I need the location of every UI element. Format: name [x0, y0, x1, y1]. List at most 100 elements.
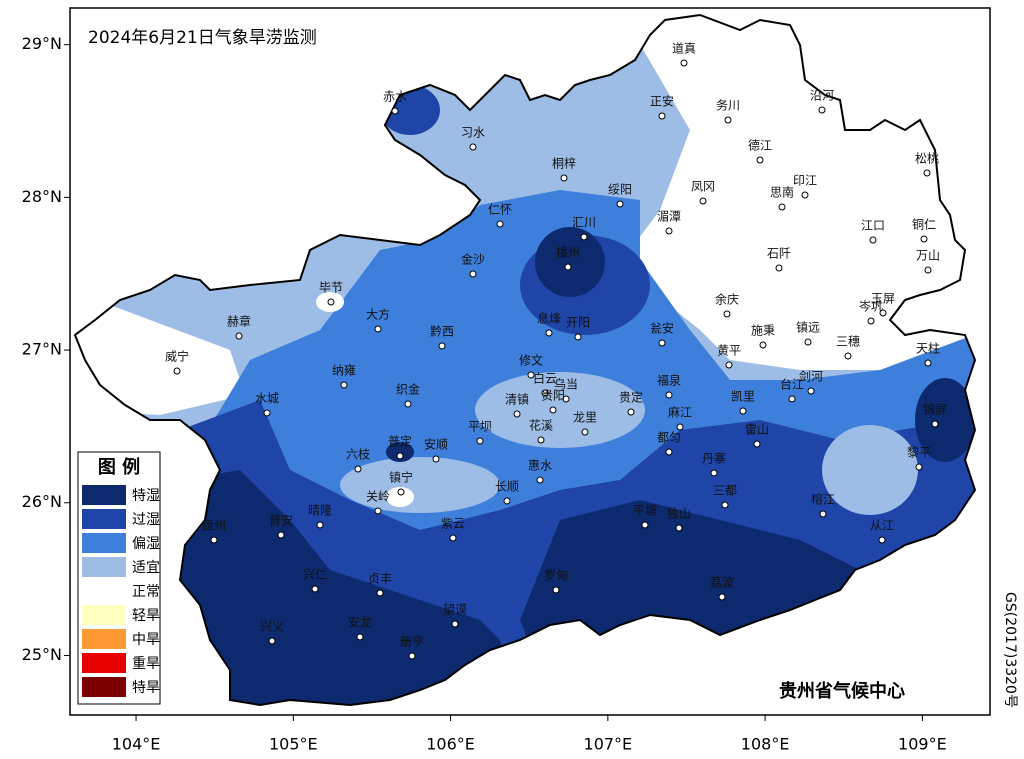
x-tick-label: 108°E [741, 735, 790, 754]
city-dot [658, 112, 666, 120]
city-dot [759, 341, 767, 349]
city-label: 仁怀 [488, 203, 512, 217]
city-label: 习水 [461, 126, 485, 140]
city-label: 德江 [748, 138, 772, 153]
city-label: 贞丰 [368, 572, 392, 586]
city-dot [931, 420, 939, 428]
city-label: 六枝 [346, 447, 370, 462]
city-label: 丹寨 [702, 451, 726, 466]
city-label: 都匀 [657, 431, 681, 445]
legend-swatch [82, 629, 126, 649]
map-frame [69, 7, 991, 716]
city-dot [562, 395, 570, 403]
city-label: 岑巩 [859, 300, 883, 314]
city-dot [665, 227, 673, 235]
city-label: 白云 [533, 371, 557, 386]
city-label: 长顺 [495, 480, 519, 494]
city-dot [676, 423, 684, 431]
x-tick-label: 105°E [269, 735, 318, 754]
city-dot [915, 463, 923, 471]
city-label: 普安 [269, 513, 293, 528]
city-dot [552, 586, 560, 594]
legend-swatch [82, 533, 126, 553]
legend-swatch [82, 557, 126, 577]
city-label: 罗甸 [544, 569, 568, 583]
climate-region [386, 487, 414, 507]
city-dot [503, 497, 511, 505]
legend-label: 偏湿 [132, 536, 160, 552]
city-label: 绥阳 [608, 183, 632, 197]
city-label: 麻江 [668, 405, 692, 420]
city-dot [641, 521, 649, 529]
city-label: 桐梓 [552, 156, 576, 171]
city-label: 播州 [556, 246, 580, 260]
x-tick-label: 104°E [112, 735, 161, 754]
city-dot [627, 408, 635, 416]
legend-label: 过湿 [132, 512, 160, 528]
climate-region [535, 227, 605, 297]
city-label: 兴义 [260, 620, 284, 634]
city-label: 兴仁 [303, 568, 327, 582]
city-label: 安顺 [424, 437, 448, 452]
city-label: 关岭 [366, 490, 390, 504]
city-dot [665, 448, 673, 456]
city-label: 清镇 [505, 393, 529, 407]
city-label: 晴隆 [308, 503, 332, 518]
city-dot [560, 174, 568, 182]
city-dot [376, 589, 384, 597]
city-dot [391, 107, 399, 115]
city-dot [924, 266, 932, 274]
city-label: 花溪 [529, 418, 553, 433]
legend-swatch [82, 653, 126, 673]
city-label: 安龙 [348, 615, 372, 630]
city-label: 息烽 [537, 311, 561, 326]
climate-region [340, 457, 500, 513]
city-label: 三穗 [836, 335, 860, 349]
city-label: 沿河 [810, 89, 834, 103]
city-label: 镇宁 [389, 470, 413, 485]
city-dot [574, 333, 582, 341]
city-dot [496, 220, 504, 228]
city-dot [210, 536, 218, 544]
city-dot [920, 235, 928, 243]
city-dot [408, 652, 416, 660]
city-label: 水城 [255, 392, 279, 406]
legend-label: 适宜 [132, 560, 160, 576]
city-label: 龙里 [573, 411, 597, 425]
city-dot [710, 469, 718, 477]
city-dot [374, 507, 382, 515]
city-dot [844, 352, 852, 360]
city-dot [513, 410, 521, 418]
city-dot [173, 367, 181, 375]
city-dot [724, 116, 732, 124]
climate-region [386, 442, 414, 462]
city-label: 思南 [770, 185, 794, 200]
legend-label: 中旱 [132, 632, 160, 648]
city-dot [549, 406, 557, 414]
city-label: 江口 [861, 219, 885, 233]
city-label: 天柱 [916, 341, 940, 356]
city-label: 福泉 [657, 373, 681, 388]
city-dot [545, 329, 553, 337]
city-dot [804, 338, 812, 346]
city-dot [527, 371, 535, 379]
city-dot [723, 310, 731, 318]
city-label: 开阳 [566, 316, 590, 330]
city-dot [675, 524, 683, 532]
y-tick-label: 26°N [22, 492, 62, 511]
city-label: 道真 [672, 42, 696, 56]
city-label: 余庆 [715, 292, 739, 307]
city-label: 赫章 [227, 314, 251, 329]
legend-label: 特旱 [132, 680, 160, 696]
city-dot [438, 342, 446, 350]
city-dot [756, 156, 764, 164]
city-label: 平塘 [633, 503, 657, 518]
climate-region [915, 378, 975, 462]
city-dot [739, 407, 747, 415]
province-outline [73, 13, 977, 707]
city-dot [721, 501, 729, 509]
city-label: 普定 [388, 434, 412, 449]
climate-region [75, 290, 245, 415]
city-dot [699, 197, 707, 205]
city-dot [396, 452, 404, 460]
